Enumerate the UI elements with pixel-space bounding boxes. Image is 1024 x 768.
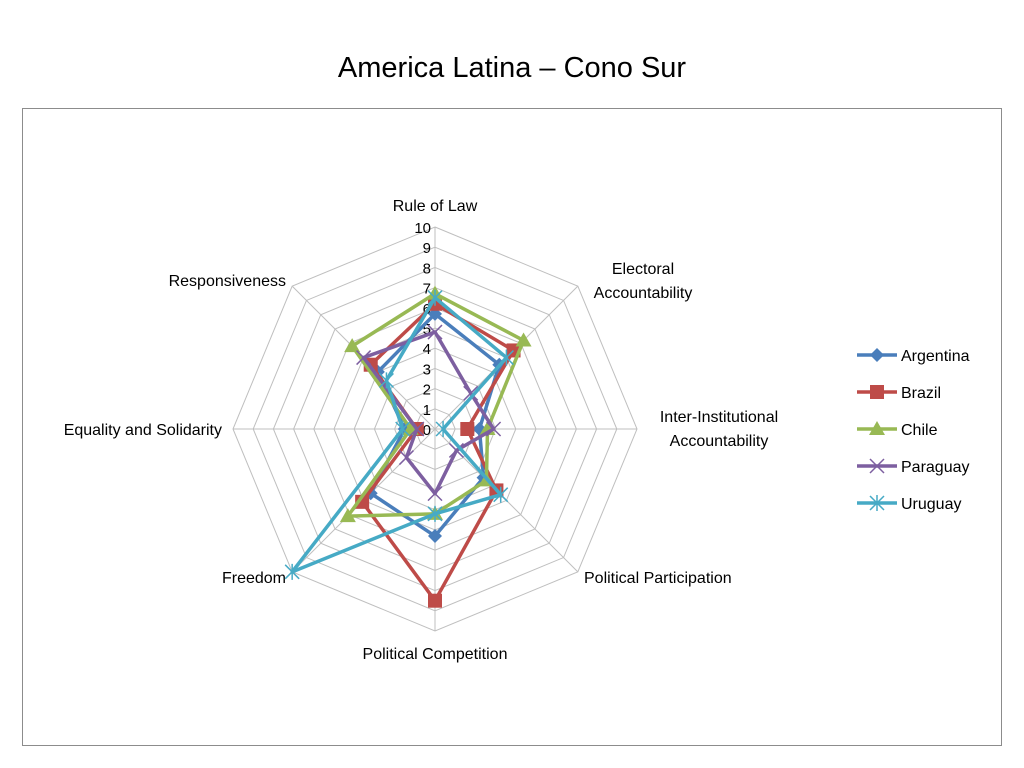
data-point-paraguay — [409, 421, 425, 437]
tick-label: 10 — [414, 220, 431, 237]
legend-marker — [869, 421, 885, 435]
data-point-uruguay — [427, 289, 443, 306]
legend-label: Argentina — [901, 348, 970, 365]
data-point-paraguay — [463, 385, 479, 401]
data-point-chile — [344, 338, 361, 353]
axis-label: Political Participation — [584, 570, 732, 587]
tick-label: 8 — [423, 260, 431, 277]
axis-label: Inter-Institutional Accountability — [660, 409, 778, 450]
legend-item-chile: Chile — [857, 421, 938, 439]
data-point-brazil — [428, 593, 442, 608]
data-point-uruguay — [427, 505, 443, 522]
axis-label: Responsiveness — [169, 273, 286, 290]
tick-label: 4 — [423, 341, 431, 358]
data-point-uruguay — [498, 349, 514, 366]
series-line-chile — [346, 291, 526, 518]
legend-item-paraguay: Paraguay — [857, 458, 970, 476]
legend-marker — [870, 385, 884, 399]
legend-marker — [869, 495, 885, 511]
data-series — [284, 285, 532, 608]
legend-item-argentina: Argentina — [857, 348, 970, 365]
legend-label: Paraguay — [901, 459, 970, 476]
data-point-uruguay — [493, 486, 509, 503]
tick-label: 3 — [423, 361, 431, 378]
data-point-paraguay — [398, 450, 414, 466]
axis-label: Electoral Accountability — [594, 261, 693, 302]
data-point-argentina — [428, 529, 442, 544]
tick-label: 1 — [423, 402, 431, 419]
data-point-paraguay — [427, 486, 443, 502]
legend-item-uruguay: Uruguay — [857, 495, 961, 513]
series-uruguay — [284, 289, 514, 580]
legend-marker — [870, 348, 884, 362]
data-point-paraguay — [486, 421, 502, 437]
axis-label: Political Competition — [363, 646, 508, 663]
tick-label: 5 — [423, 321, 431, 338]
axis-labels: Rule of Law Electoral Accountability Inter-… — [64, 198, 778, 663]
data-point-paraguay — [356, 350, 372, 366]
plot-area-frame — [22, 108, 1002, 746]
data-point-uruguay — [378, 372, 394, 389]
data-point-brazil — [460, 422, 475, 436]
legend-label: Chile — [901, 422, 938, 439]
data-point-paraguay — [448, 442, 464, 458]
axis-label: Rule of Law — [393, 198, 478, 215]
series-brazil — [355, 296, 521, 608]
legend-label: Uruguay — [901, 496, 961, 513]
tick-label: 9 — [423, 240, 431, 257]
data-point-uruguay — [435, 421, 451, 437]
legend: Argentina Brazil Chile Paraguay Uruguay — [857, 348, 970, 513]
axis-label: Freedom — [222, 570, 286, 587]
data-point-uruguay — [284, 563, 300, 580]
tick-label: 7 — [423, 281, 431, 298]
axis-label: Equality and Solidarity — [64, 422, 222, 439]
data-point-chile — [339, 508, 356, 523]
legend-label: Brazil — [901, 385, 941, 402]
tick-label: 2 — [423, 382, 431, 399]
series-paraguay — [356, 324, 502, 502]
chart-title: America Latina – Cono Sur — [337, 52, 687, 84]
data-point-paraguay — [427, 324, 443, 340]
data-point-chile — [515, 332, 532, 347]
legend-marker — [869, 458, 885, 474]
tick-label: 0 — [423, 422, 431, 439]
data-point-uruguay — [395, 421, 411, 437]
legend-item-brazil: Brazil — [857, 385, 941, 402]
